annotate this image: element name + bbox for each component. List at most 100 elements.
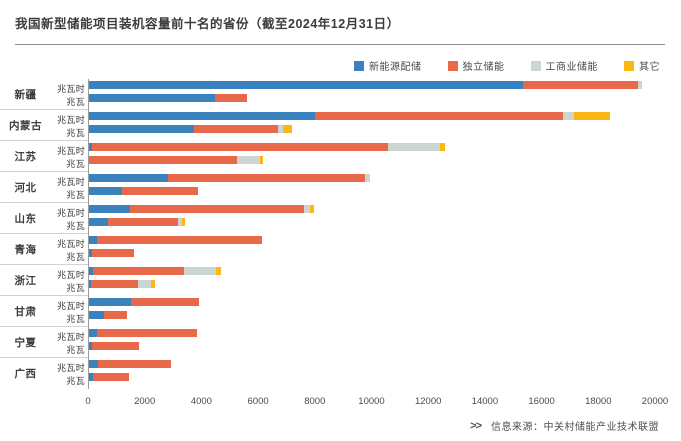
segment-新能源配储 bbox=[89, 81, 524, 89]
province-name: 甘肃 bbox=[14, 305, 37, 318]
legend-swatch-icon bbox=[624, 60, 634, 71]
x-tick-label: 2000 bbox=[134, 396, 156, 407]
segment-新能源配储 bbox=[89, 205, 131, 213]
unit-label: 兆瓦时 bbox=[57, 300, 85, 311]
segment-其它 bbox=[439, 143, 445, 151]
unit-labels: 兆瓦时 兆瓦 bbox=[51, 297, 88, 326]
bar-内蒙古-mw bbox=[89, 125, 655, 133]
legend-label: 其它 bbox=[639, 62, 660, 73]
segment-新能源配储 bbox=[89, 360, 99, 368]
bar-河北-mw bbox=[89, 187, 655, 195]
segment-工商业储能 bbox=[563, 112, 575, 120]
segment-工商业储能 bbox=[364, 174, 370, 182]
legend-item-1: 独立储能 bbox=[447, 58, 505, 73]
bar-甘肃-mwh bbox=[89, 298, 655, 306]
province-group-2: 江苏 兆瓦时兆瓦 bbox=[0, 141, 681, 172]
segment-新能源配储 bbox=[89, 329, 98, 337]
segment-独立储能 bbox=[523, 81, 638, 89]
segment-独立储能 bbox=[93, 267, 184, 275]
province-label-col: 江苏 兆瓦时兆瓦 bbox=[0, 141, 88, 172]
segment-独立储能 bbox=[91, 249, 135, 257]
bar-浙江-mw bbox=[89, 280, 655, 288]
data-source: >> 信息来源：中关村储能产业技术联盟 bbox=[470, 418, 659, 434]
segment-新能源配储 bbox=[89, 112, 316, 120]
province-label-col: 浙江 兆瓦时 兆瓦 bbox=[0, 265, 88, 296]
bar-江苏-mw bbox=[89, 156, 655, 164]
segment-独立储能 bbox=[98, 360, 171, 368]
page-title: 我国新型储能项目装机容量前十名的省份（截至2024年12月31日） bbox=[15, 17, 400, 31]
province-label-col: 宁夏 兆瓦时 兆瓦 bbox=[0, 327, 88, 358]
unit-label: 兆瓦时 bbox=[57, 145, 85, 156]
segment-独立储能 bbox=[97, 236, 262, 244]
bar-内蒙古-mwh bbox=[89, 112, 655, 120]
unit-label: 兆瓦时 bbox=[57, 114, 85, 125]
segment-独立储能 bbox=[92, 373, 129, 381]
province-name: 宁夏 bbox=[14, 336, 37, 349]
segment-独立储能 bbox=[91, 280, 138, 288]
province-label-col: 青海 兆瓦时 兆瓦 bbox=[0, 234, 88, 265]
x-tick-label: 14000 bbox=[471, 396, 499, 407]
legend-label: 工商业储能 bbox=[545, 62, 598, 73]
unit-labels: 兆瓦时 兆瓦 bbox=[51, 328, 88, 357]
segment-新能源配储 bbox=[89, 267, 94, 275]
x-tick-label: 18000 bbox=[585, 396, 612, 407]
province-name: 浙江 bbox=[14, 274, 37, 287]
x-tick-label: 8000 bbox=[304, 396, 326, 407]
segment-其它 bbox=[574, 112, 610, 120]
unit-label: 兆瓦时 bbox=[57, 207, 85, 218]
province-name: 青海 bbox=[14, 243, 37, 256]
x-tick-label: 6000 bbox=[247, 396, 269, 407]
segment-独立储能 bbox=[121, 187, 198, 195]
province-label-col: 甘肃 兆瓦时 兆瓦 bbox=[0, 296, 88, 327]
province-name: 江苏 bbox=[14, 150, 37, 163]
bar-青海-mwh bbox=[89, 236, 655, 244]
unit-label: 兆瓦 bbox=[66, 127, 85, 138]
x-tick-label: 10000 bbox=[358, 396, 385, 407]
bars-col bbox=[88, 79, 655, 110]
segment-工商业储能 bbox=[183, 267, 217, 275]
unit-label: 兆瓦时 bbox=[57, 83, 85, 94]
segment-工商业储能 bbox=[137, 280, 151, 288]
segment-独立储能 bbox=[315, 112, 564, 120]
bar-广西-mw bbox=[89, 373, 655, 381]
bars-col bbox=[88, 234, 655, 265]
segment-工商业储能 bbox=[278, 125, 283, 133]
segment-工商业储能 bbox=[236, 156, 260, 164]
bar-宁夏-mwh bbox=[89, 329, 655, 337]
province-name: 内蒙古 bbox=[9, 119, 42, 132]
segment-独立储能 bbox=[131, 298, 200, 306]
segment-独立储能 bbox=[214, 94, 247, 102]
province-group-0: 新疆 兆瓦时 兆瓦 bbox=[0, 79, 681, 110]
segment-独立储能 bbox=[130, 205, 304, 213]
bars-col bbox=[88, 203, 655, 234]
segment-新能源配储 bbox=[89, 236, 98, 244]
unit-label: 兆瓦时 bbox=[57, 269, 85, 280]
chart-legend: 新能源配储 独立储能 工商业储能 其它 bbox=[354, 58, 660, 73]
legend-item-0: 新能源配储 bbox=[354, 58, 422, 73]
segment-工商业储能 bbox=[178, 218, 183, 226]
bars-col bbox=[88, 110, 655, 141]
province-label-col: 山东 兆瓦时兆瓦 bbox=[0, 203, 88, 234]
segment-新能源配储 bbox=[89, 187, 122, 195]
legend-item-3: 其它 bbox=[624, 58, 660, 73]
unit-label: 兆瓦 bbox=[66, 220, 85, 231]
bar-甘肃-mw bbox=[89, 311, 655, 319]
segment-独立储能 bbox=[92, 143, 388, 151]
province-label-col: 河北 兆瓦时 兆瓦 bbox=[0, 172, 88, 203]
bar-新疆-mw bbox=[89, 94, 655, 102]
unit-label: 兆瓦 bbox=[66, 158, 85, 169]
bar-江苏-mwh bbox=[89, 143, 655, 151]
bar-山东-mwh bbox=[89, 205, 655, 213]
segment-新能源配储 bbox=[89, 298, 132, 306]
province-name: 山东 bbox=[14, 212, 37, 225]
unit-label: 兆瓦时 bbox=[57, 238, 85, 249]
bars-col bbox=[88, 327, 655, 358]
segment-新能源配储 bbox=[89, 125, 194, 133]
bar-河北-mwh bbox=[89, 174, 655, 182]
legend-swatch-icon bbox=[354, 60, 364, 71]
province-group-4: 山东 兆瓦时兆瓦 bbox=[0, 203, 681, 234]
unit-labels: 兆瓦时兆瓦 bbox=[51, 142, 88, 171]
province-label-col: 广西 兆瓦时 兆瓦 bbox=[0, 358, 88, 389]
bars-col bbox=[88, 141, 655, 172]
province-name: 河北 bbox=[14, 181, 37, 194]
